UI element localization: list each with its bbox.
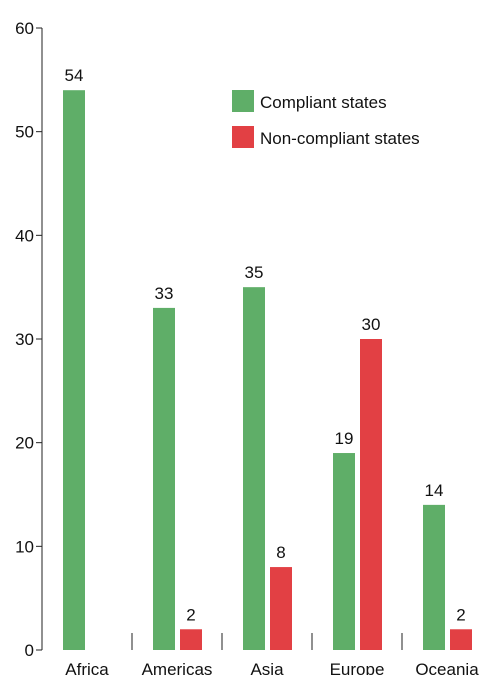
legend-swatch	[232, 90, 254, 112]
y-tick-label: 50	[15, 123, 34, 142]
y-tick-label: 30	[15, 330, 34, 349]
bar	[63, 90, 85, 650]
value-label: 33	[155, 284, 174, 303]
value-label: 54	[65, 66, 84, 85]
x-tick-label: Asia	[250, 660, 284, 675]
value-label: 19	[335, 429, 354, 448]
x-tick-label: Africa	[65, 660, 109, 675]
x-tick-label: Europe	[330, 660, 385, 675]
value-label: 14	[425, 481, 444, 500]
legend-swatch	[232, 126, 254, 148]
legend-label: Non-compliant states	[260, 129, 420, 148]
legend-label: Compliant states	[260, 93, 387, 112]
value-label: 35	[245, 263, 264, 282]
y-tick-label: 60	[15, 19, 34, 38]
value-label: 2	[186, 605, 195, 624]
bar	[243, 287, 265, 650]
y-tick-label: 40	[15, 226, 34, 245]
bar	[270, 567, 292, 650]
value-label: 2	[456, 605, 465, 624]
bar	[153, 307, 175, 650]
bar	[360, 339, 382, 650]
bar	[450, 629, 472, 650]
value-label: 30	[362, 315, 381, 334]
bar	[180, 629, 202, 650]
y-tick-label: 20	[15, 434, 34, 453]
x-tick-label: Oceania	[415, 660, 479, 675]
value-label: 8	[276, 543, 285, 562]
y-tick-label: 10	[15, 537, 34, 556]
bar	[333, 453, 355, 650]
bar	[423, 504, 445, 650]
x-tick-label: Americas	[142, 660, 213, 675]
y-tick-label: 0	[25, 641, 34, 660]
